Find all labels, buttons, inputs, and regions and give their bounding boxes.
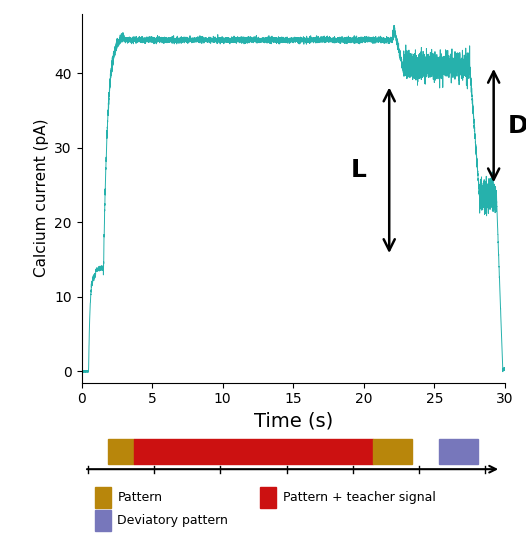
Bar [108, 439, 135, 464]
Bar [260, 487, 276, 507]
Text: L: L [351, 158, 367, 182]
Text: D: D [508, 114, 526, 137]
Y-axis label: Calcium current (pA): Calcium current (pA) [34, 119, 48, 278]
Bar [439, 439, 479, 464]
Bar [372, 439, 412, 464]
Text: Pattern + teacher signal: Pattern + teacher signal [282, 491, 436, 504]
Bar [135, 439, 372, 464]
Bar [95, 510, 110, 531]
Bar [95, 487, 110, 507]
X-axis label: Time (s): Time (s) [254, 412, 333, 431]
Text: Deviatory pattern: Deviatory pattern [117, 514, 228, 527]
Text: Pattern: Pattern [117, 491, 162, 504]
